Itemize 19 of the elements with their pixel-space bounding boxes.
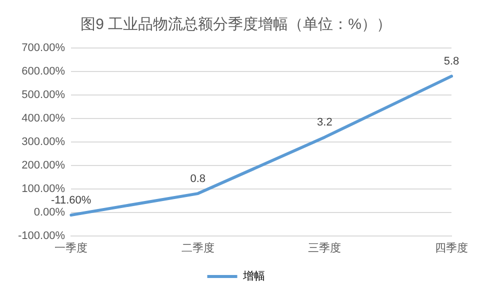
y-tick-label: 300.00% — [22, 136, 66, 148]
y-tick-label: 400.00% — [22, 112, 66, 124]
data-label: 3.2 — [317, 116, 332, 129]
y-tick-label: 500.00% — [22, 88, 66, 101]
x-tick-label: 一季度 — [54, 241, 88, 254]
legend-label: 增幅 — [242, 270, 265, 283]
y-tick-label: 600.00% — [22, 66, 66, 78]
x-tick-label: 三季度 — [308, 241, 342, 254]
data-label: 5.8 — [444, 56, 460, 68]
x-tick-label: 二季度 — [181, 241, 214, 254]
x-tick-label: 四季度 — [435, 241, 468, 254]
y-tick-label: -100.00% — [18, 230, 66, 242]
y-tick-label: 0.00% — [34, 206, 66, 218]
data-label: -11.60% — [51, 194, 92, 207]
chart-title: 图9 工业品物流总额分季度增幅（单位：%）） — [80, 16, 392, 34]
y-tick-label: 100.00% — [22, 182, 66, 195]
data-label: 0.8 — [190, 173, 206, 186]
y-tick-label: 700.00% — [22, 42, 66, 54]
y-tick-label: 200.00% — [22, 159, 66, 172]
